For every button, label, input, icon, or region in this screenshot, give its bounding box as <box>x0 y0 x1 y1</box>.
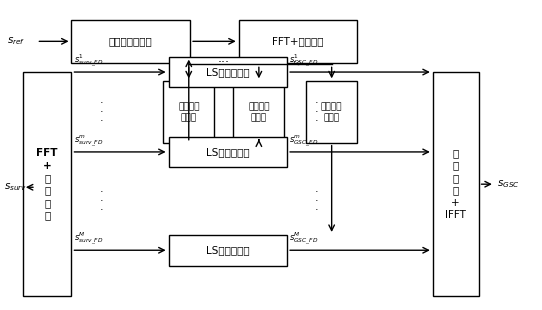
Bar <box>306 81 357 143</box>
Text: $s^{m}_{surv\_FD}$: $s^{m}_{surv\_FD}$ <box>74 133 103 149</box>
Bar <box>238 20 357 63</box>
Bar <box>169 57 287 87</box>
Text: 时延子空
间扩展: 时延子空 间扩展 <box>321 102 343 122</box>
Bar <box>163 81 215 143</box>
Text: 子
带
拼
接
+
IFFT: 子 带 拼 接 + IFFT <box>445 148 466 220</box>
Text: $s_{GSC}$: $s_{GSC}$ <box>498 178 520 190</box>
Text: ·
·
·: · · · <box>99 187 103 215</box>
Text: LS自适应滤波: LS自适应滤波 <box>206 67 250 77</box>
Text: 频偏子空间扩展: 频偏子空间扩展 <box>109 36 153 46</box>
Text: $s_{ref}$: $s_{ref}$ <box>7 35 25 46</box>
Bar <box>72 20 190 63</box>
Text: $s^{M}_{surv\_FD}$: $s^{M}_{surv\_FD}$ <box>74 230 103 247</box>
Text: LS自适应滤波: LS自适应滤波 <box>206 245 250 255</box>
Text: $s^{1}_{surv\_FD}$: $s^{1}_{surv\_FD}$ <box>74 52 103 69</box>
Bar <box>233 81 285 143</box>
Text: FFT
+
子
带
划
分: FFT + 子 带 划 分 <box>36 148 58 220</box>
Bar <box>169 235 287 266</box>
Bar <box>169 137 287 167</box>
Bar <box>433 72 479 296</box>
Text: ·
·
·: · · · <box>99 98 103 126</box>
Text: $s_{surv}$: $s_{surv}$ <box>4 181 27 193</box>
Text: 时延子空
间扩展: 时延子空 间扩展 <box>178 102 199 122</box>
Text: ·
·
·: · · · <box>315 187 319 215</box>
Text: LS自适应滤波: LS自适应滤波 <box>206 147 250 157</box>
Text: ...: ... <box>218 52 230 65</box>
Text: $s^{m}_{GSC\_FD}$: $s^{m}_{GSC\_FD}$ <box>289 133 319 149</box>
Text: ...: ... <box>289 52 301 65</box>
Text: $s^{1}_{GSC\_FD}$: $s^{1}_{GSC\_FD}$ <box>289 52 319 69</box>
Text: FFT+子带划分: FFT+子带划分 <box>272 36 324 46</box>
Text: ·
·
·: · · · <box>315 98 319 126</box>
Text: $s^{M}_{GSC\_FD}$: $s^{M}_{GSC\_FD}$ <box>289 230 319 247</box>
Bar <box>23 72 72 296</box>
Text: 时延子空
间扩展: 时延子空 间扩展 <box>248 102 269 122</box>
